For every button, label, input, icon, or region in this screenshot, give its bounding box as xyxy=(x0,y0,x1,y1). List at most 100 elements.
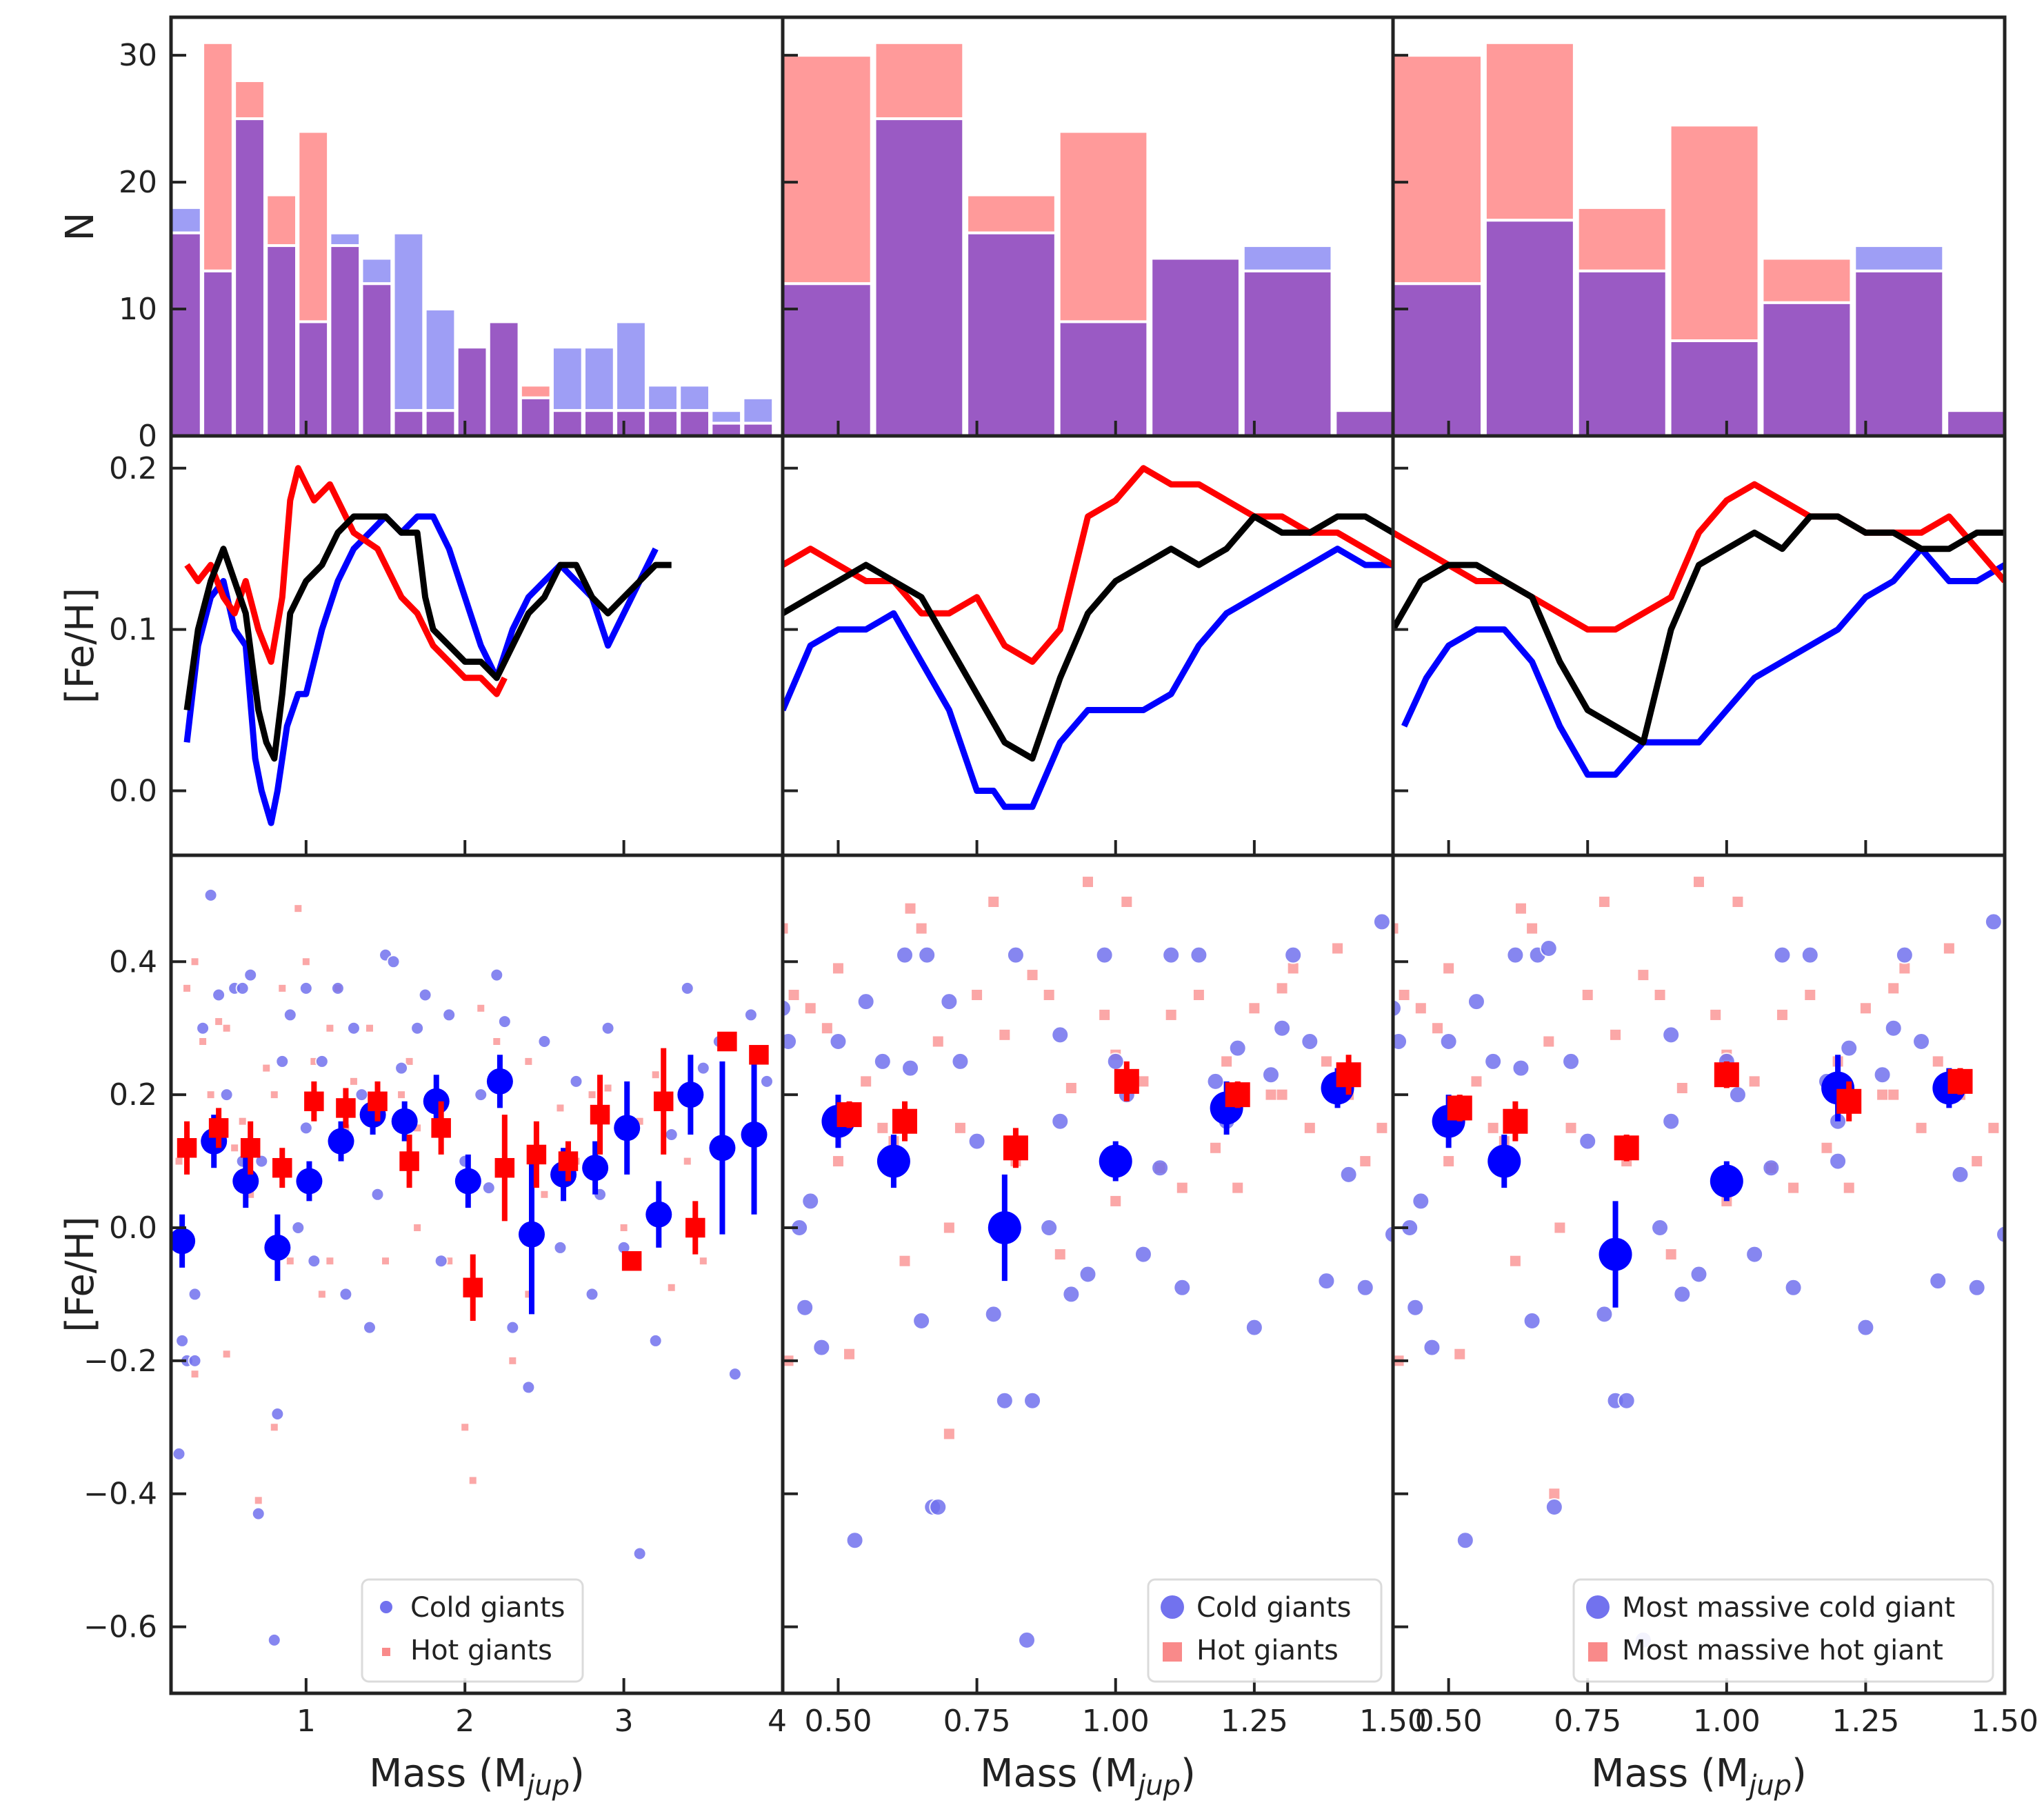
cold-giant-point xyxy=(1062,1285,1081,1304)
overlap-bar xyxy=(873,117,965,436)
cold-giant-point xyxy=(601,1021,615,1035)
cold-giant-point xyxy=(1372,913,1391,931)
cold-giant-point xyxy=(505,1320,520,1335)
overlap-bar xyxy=(1483,219,1576,436)
cold-mean-point xyxy=(645,1201,672,1228)
hot-giant-point xyxy=(1776,1009,1787,1020)
y-tick-label: −0.6 xyxy=(83,1610,157,1645)
hot-giant-point xyxy=(1487,1122,1499,1133)
cold-giant-point xyxy=(1079,1265,1097,1284)
hot-giant-point xyxy=(207,1091,214,1099)
overlap-bar xyxy=(265,244,299,436)
cold-mean-point xyxy=(1487,1144,1521,1178)
hot-giant-point xyxy=(1877,1089,1888,1100)
hot-mean-point xyxy=(653,1091,674,1112)
hot-giant-point xyxy=(1543,1036,1554,1047)
y-axis-title: [Fe/H] xyxy=(58,1216,103,1332)
cold-giant-point xyxy=(1595,1305,1614,1324)
hot-giant-point xyxy=(1554,1222,1565,1233)
overlap-bar xyxy=(455,346,489,436)
hot-giant-point xyxy=(279,984,286,992)
cold-giant-point xyxy=(299,981,313,995)
hot-mean-point xyxy=(621,1250,642,1271)
cold-mean-point xyxy=(677,1082,704,1108)
hot-giant-point xyxy=(270,1424,278,1431)
legend-label: Cold giants xyxy=(1196,1592,1352,1624)
cold-giant-point xyxy=(648,1333,663,1348)
cold-giant-point xyxy=(845,1531,864,1550)
y-tick-label: 30 xyxy=(119,38,157,73)
cold-giant-point xyxy=(918,946,936,964)
all-giants-line xyxy=(1393,513,2005,746)
hot-giant-point xyxy=(557,1104,564,1112)
hot-giant-point xyxy=(899,1255,910,1266)
hot-giant-point xyxy=(191,1371,199,1378)
cold-giant-point xyxy=(968,1132,986,1150)
hot-giant-point xyxy=(365,1024,373,1032)
hot-giant-point xyxy=(1304,1122,1315,1133)
hot-giant-point xyxy=(199,1038,207,1045)
cold-giant-point xyxy=(254,1154,269,1168)
cold-mean-point xyxy=(486,1068,513,1095)
cold-giant-point xyxy=(1393,1033,1408,1050)
cold-giant-point xyxy=(418,988,432,1002)
cold-giant-point xyxy=(1579,1132,1597,1150)
cold-mean-point xyxy=(741,1122,768,1148)
cold-giant-point xyxy=(442,1008,457,1022)
hot-giant-point xyxy=(1788,1182,1799,1193)
y-tick-label: 0.2 xyxy=(109,1077,157,1113)
cold-giant-point xyxy=(1051,1026,1070,1044)
hot-giant-point xyxy=(525,1290,532,1298)
cold-giant-point xyxy=(1745,1245,1764,1264)
cold-giant-point xyxy=(1539,939,1558,957)
cold-giant-point xyxy=(1356,1278,1374,1297)
cold-giant-point xyxy=(1662,1026,1681,1044)
cold-giants-bar xyxy=(328,231,362,248)
cold-giant-point xyxy=(307,1254,321,1268)
legend-cold-marker xyxy=(1161,1595,1184,1619)
cold-giant-point xyxy=(1484,1052,1503,1070)
cold-mean-point xyxy=(1099,1144,1132,1178)
cold-giant-point xyxy=(474,1088,488,1102)
hot-giant-point xyxy=(1732,897,1743,907)
cold-giant-point xyxy=(912,1312,931,1330)
overlap-bar xyxy=(328,244,362,436)
cold-giant-point xyxy=(1206,1072,1225,1090)
cold-giant-point xyxy=(1406,1298,1425,1317)
cold-giant-point xyxy=(901,1059,920,1077)
cold-giant-point xyxy=(1996,1225,2005,1244)
hot-mean-point xyxy=(558,1151,579,1171)
y-tick-label: 0.0 xyxy=(109,773,157,808)
hot-mean-point xyxy=(590,1104,610,1125)
cold-mean-point xyxy=(709,1135,736,1162)
legend-hot-marker xyxy=(382,1648,390,1656)
cold-giant-point xyxy=(1228,1039,1247,1057)
overlap-bar xyxy=(1576,269,1668,436)
cold-giants-bar xyxy=(1853,244,1945,272)
hot-giant-point xyxy=(318,1290,325,1298)
legend-box xyxy=(1572,1578,1994,1683)
cold-giants-bar xyxy=(392,231,425,412)
hot-giant-point xyxy=(1393,923,1399,934)
hot-giant-point xyxy=(382,1257,390,1265)
cold-giant-point xyxy=(339,1287,353,1302)
x-tick-label: 0.75 xyxy=(1554,1704,1621,1739)
hot-giant-point xyxy=(1694,877,1704,888)
hot-mean-point xyxy=(463,1277,483,1298)
hot-giant-point xyxy=(943,1222,954,1233)
overlap-bar xyxy=(678,409,712,436)
hot-giants-bar xyxy=(1393,54,1484,286)
cold-giant-point xyxy=(196,1021,210,1035)
cold-giant-point xyxy=(783,999,792,1017)
hot-giants-line xyxy=(1393,481,2005,633)
hot-giant-point xyxy=(1099,1009,1110,1020)
cold-giant-point xyxy=(481,1181,496,1195)
hot-giant-point xyxy=(1043,990,1054,1000)
cold-giant-point xyxy=(1856,1318,1875,1337)
cold-giant-point xyxy=(1423,1338,1441,1357)
hot-giant-point xyxy=(588,1091,596,1099)
hot-giant-point xyxy=(1321,1056,1332,1067)
x-tick-label: 1.00 xyxy=(1082,1704,1150,1739)
hot-mean-point xyxy=(1714,1062,1739,1088)
cold-giant-point xyxy=(370,1187,385,1202)
